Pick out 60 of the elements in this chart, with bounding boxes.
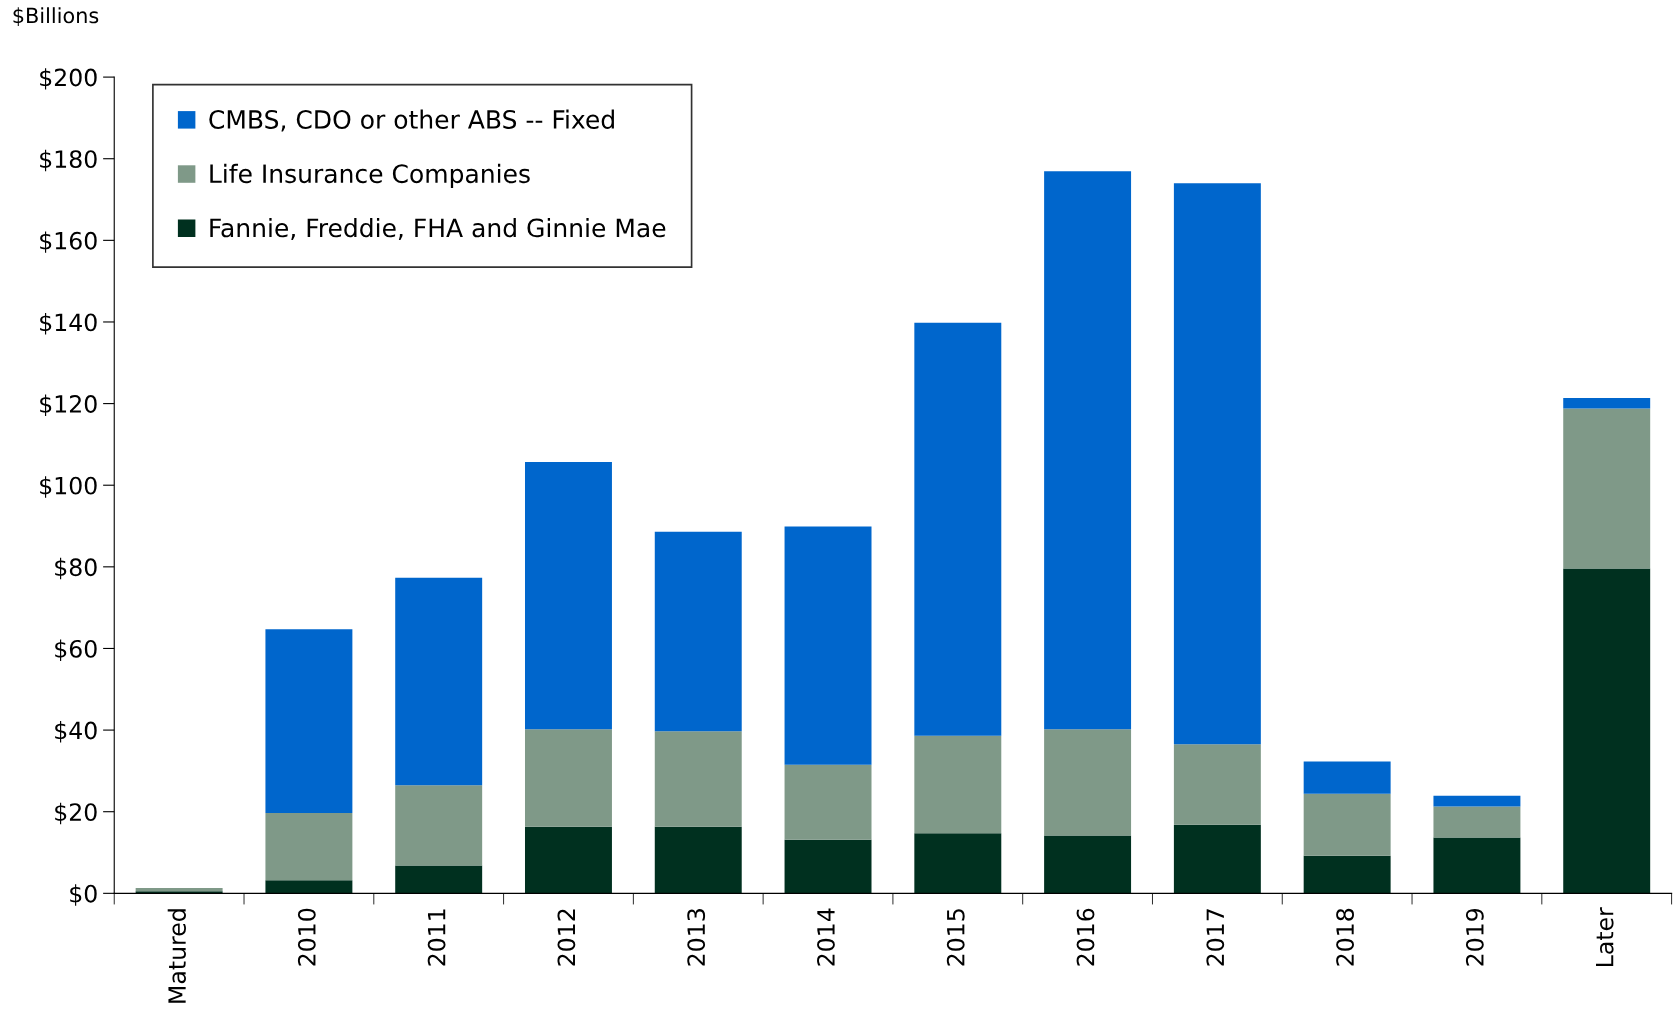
x-tick-label: 2011 <box>427 909 446 966</box>
bar <box>1563 408 1651 569</box>
x-tick-label: 2018 <box>1336 908 1354 966</box>
bar <box>1433 837 1521 894</box>
bar <box>1303 855 1391 894</box>
bar <box>784 839 872 894</box>
x-tick-label: Matured <box>167 909 186 1003</box>
x-tick-label: 2013 <box>687 909 706 966</box>
y-axis-title: $Billions <box>13 7 99 27</box>
x-tick-label: Later <box>1596 907 1614 967</box>
bar <box>395 577 483 786</box>
bar <box>1173 824 1261 894</box>
y-tick-label: $100 <box>40 476 97 498</box>
legend-label: Life Insurance Companies <box>210 163 530 188</box>
x-tick-label: 2019 <box>1465 908 1484 966</box>
y-tick-label: $160 <box>40 231 97 253</box>
legend-label: CMBS, CDO or other ABS -- Fixed <box>209 109 614 132</box>
legend-label: Fannie, Freddie, FHA and Ginnie Mae <box>210 217 666 240</box>
bar <box>654 731 742 827</box>
y-tick-label: $20 <box>55 802 97 825</box>
bar <box>1303 761 1391 794</box>
y-tick-label: $60 <box>55 639 97 661</box>
bar <box>1303 793 1391 856</box>
bar <box>914 735 1002 834</box>
y-tick-label: $180 <box>40 149 97 172</box>
bar <box>395 785 483 866</box>
bar <box>1044 171 1132 730</box>
x-tick-label: 2012 <box>557 909 576 966</box>
bar <box>1563 568 1651 894</box>
y-tick-label: $0 <box>70 884 97 906</box>
bar <box>1173 183 1261 745</box>
bar <box>265 629 353 813</box>
bar <box>265 812 353 881</box>
bar <box>1173 744 1261 825</box>
bar <box>1563 397 1651 409</box>
bar <box>784 526 872 765</box>
y-tick-label: $200 <box>40 68 97 90</box>
bar <box>524 729 612 827</box>
bar <box>1433 806 1521 838</box>
bar <box>654 531 742 732</box>
bar <box>265 880 353 894</box>
x-tick-label: 2016 <box>1076 908 1095 966</box>
x-tick-label: 2017 <box>1206 909 1225 966</box>
bar <box>524 826 612 894</box>
bar <box>914 833 1002 894</box>
bar <box>914 322 1002 736</box>
bar <box>524 461 612 730</box>
bar <box>1433 795 1521 807</box>
x-tick-label: 2015 <box>946 909 965 966</box>
y-tick-label: $80 <box>55 557 97 580</box>
x-tick-label: 2014 <box>817 908 835 966</box>
y-tick-label: $120 <box>40 394 97 417</box>
bar <box>395 865 483 894</box>
bar <box>784 764 872 840</box>
bar <box>1044 729 1132 836</box>
y-tick-label: $140 <box>40 313 97 335</box>
x-tick-label: 2010 <box>297 908 316 966</box>
bar <box>1044 835 1132 894</box>
bar <box>654 826 742 894</box>
y-tick-label: $40 <box>55 721 97 743</box>
